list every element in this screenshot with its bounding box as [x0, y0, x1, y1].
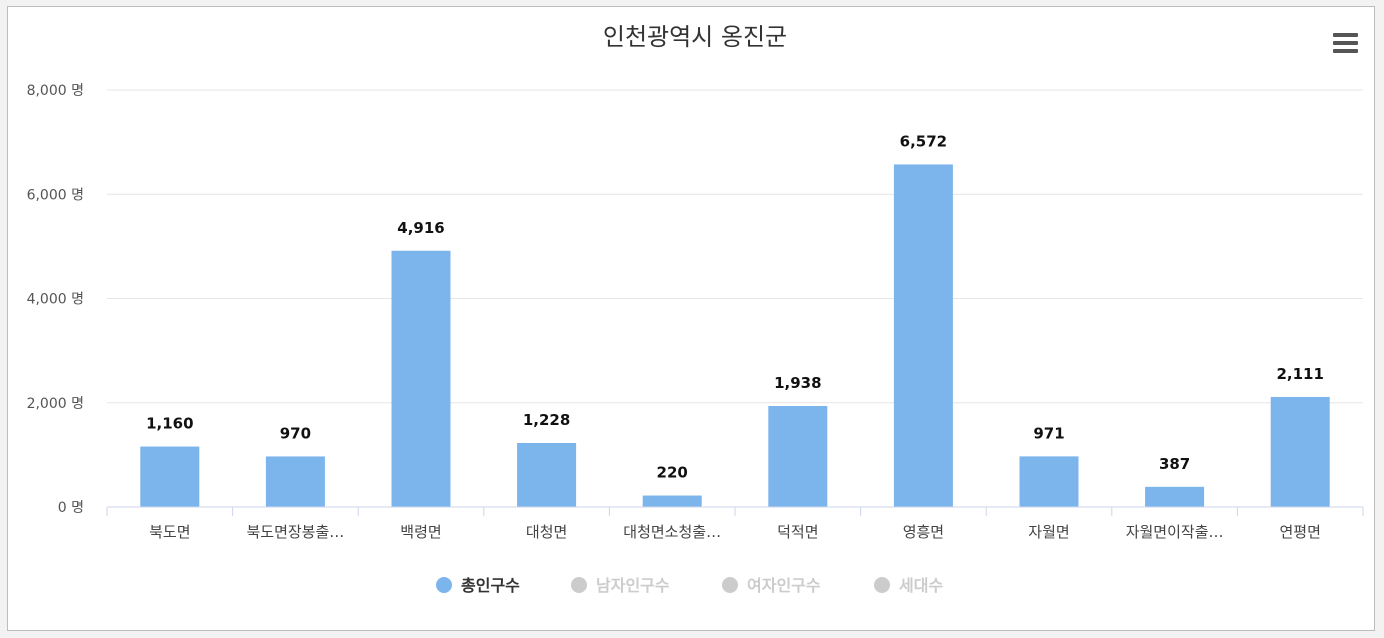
bar[interactable] [391, 250, 451, 508]
legend-marker [874, 577, 890, 593]
data-label: 220 [657, 464, 688, 482]
data-label: 971 [1033, 424, 1064, 442]
x-axis [106, 506, 1364, 516]
x-tick-label: 북도면 [149, 523, 190, 541]
data-labels: 1,160 970 4,916 1,228 220 1,938 6,572 971 387 2,1… [146, 132, 1324, 481]
y-tick-label: 4,000 명 [27, 292, 84, 308]
chart-svg: 인천광역시 옹진군 0 명 2,000 명 4,000 명 6,000 명 8,000 … [27, 23, 1364, 595]
bar[interactable] [1019, 456, 1079, 507]
data-label: 1,938 [774, 374, 821, 392]
legend-item[interactable]: 총인구수 [436, 576, 520, 595]
legend-label: 총인구수 [461, 576, 520, 595]
x-tick-label: 자월면이작출… [1126, 523, 1224, 541]
x-tick-label: 자월면 [1028, 523, 1069, 541]
legend-marker [571, 577, 587, 593]
x-tick-label: 대청면소청출… [623, 523, 721, 541]
legend-label: 세대수 [899, 576, 943, 595]
data-label: 1,160 [146, 415, 193, 433]
x-tick-label: 백령면 [400, 523, 441, 541]
bars [140, 164, 1330, 508]
data-label: 6,572 [900, 132, 947, 150]
x-tick-label: 영흥면 [903, 523, 944, 541]
bar[interactable] [140, 446, 200, 507]
legend-label: 남자인구수 [596, 576, 670, 595]
legend: 총인구수 남자인구수 여자인구수 세대수 [436, 576, 943, 595]
legend-item[interactable]: 남자인구수 [571, 576, 670, 595]
x-axis-labels: 북도면 북도면장봉출… 백령면 대청면 대청면소청출… 덕적면 영흥면 자월면 자월면이작출… 연… [149, 523, 1321, 541]
data-label: 970 [280, 424, 311, 442]
x-tick-label: 대청면 [526, 523, 567, 541]
bar[interactable] [265, 456, 325, 507]
legend-label: 여자인구수 [747, 576, 821, 595]
bar[interactable] [517, 442, 577, 507]
legend-item[interactable]: 여자인구수 [722, 576, 821, 595]
grid-lines [107, 89, 1363, 404]
bar[interactable] [893, 164, 953, 507]
bar[interactable] [642, 495, 702, 507]
x-tick-label: 연평면 [1279, 523, 1320, 541]
chart-container: 인천광역시 옹진군 0 명 2,000 명 4,000 명 6,000 명 8,000 … [7, 6, 1375, 631]
bar[interactable] [1145, 486, 1205, 507]
hamburger-menu-icon[interactable] [1330, 31, 1360, 57]
x-tick-label: 북도면장봉출… [246, 523, 344, 541]
y-tick-label: 2,000 명 [27, 396, 84, 412]
legend-marker [436, 577, 452, 593]
legend-item[interactable]: 세대수 [874, 576, 943, 595]
x-tick-label: 덕적면 [777, 523, 818, 541]
y-tick-label: 6,000 명 [27, 187, 84, 203]
chart-title: 인천광역시 옹진군 [603, 23, 787, 51]
data-label: 4,916 [397, 219, 444, 237]
data-label: 1,228 [523, 411, 570, 429]
data-label: 387 [1159, 455, 1190, 473]
y-axis-labels: 0 명 2,000 명 4,000 명 6,000 명 8,000 명 [27, 83, 84, 516]
data-label: 2,111 [1276, 365, 1323, 383]
y-tick-label: 0 명 [58, 500, 84, 516]
y-tick-label: 8,000 명 [27, 83, 84, 99]
bar[interactable] [1270, 396, 1330, 507]
bar[interactable] [768, 405, 828, 507]
legend-marker [722, 577, 738, 593]
